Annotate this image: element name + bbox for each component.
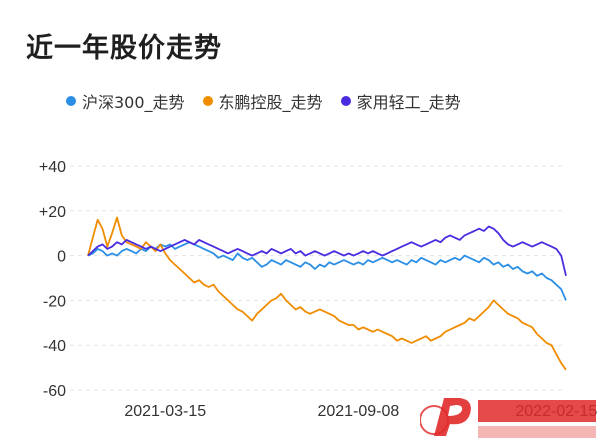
series-line-hs300[interactable] — [87, 241, 567, 301]
x-tick-label: 2021-09-08 — [317, 403, 399, 420]
chart-title: 近一年股价走势 — [26, 33, 222, 64]
series-line-household[interactable] — [87, 225, 567, 277]
legend-marker-dongpeng — [202, 96, 213, 106]
legend-label-hs300: 沪深300_走势 — [82, 93, 185, 112]
legend-label-household: 家用轻工_走势 — [356, 93, 461, 112]
y-tick-label: +20 — [39, 204, 66, 221]
chart-legend: 沪深300_走势 东鹏控股_走势 家用轻工_走势 — [66, 89, 479, 113]
y-tick-label: -40 — [43, 338, 66, 355]
legend-marker-hs300 — [66, 96, 76, 106]
series-line-dongpeng[interactable] — [87, 216, 567, 371]
legend-label-dongpeng: 东鹏控股_走势 — [218, 93, 323, 112]
legend-item-hs300[interactable]: 沪深300_走势 — [66, 89, 185, 113]
y-tick-label: 0 — [57, 249, 66, 266]
legend-marker-household — [340, 96, 351, 106]
y-tick-label: -20 — [43, 293, 66, 310]
watermark-logo-mark — [434, 398, 471, 436]
y-tick-label: -60 — [43, 383, 66, 400]
y-tick-label: +40 — [39, 159, 66, 176]
x-tick-label: 2021-03-15 — [124, 403, 206, 420]
site-watermark-logo — [420, 398, 596, 438]
legend-item-dongpeng[interactable]: 东鹏控股_走势 — [202, 89, 323, 113]
legend-item-household[interactable]: 家用轻工_走势 — [340, 89, 461, 113]
